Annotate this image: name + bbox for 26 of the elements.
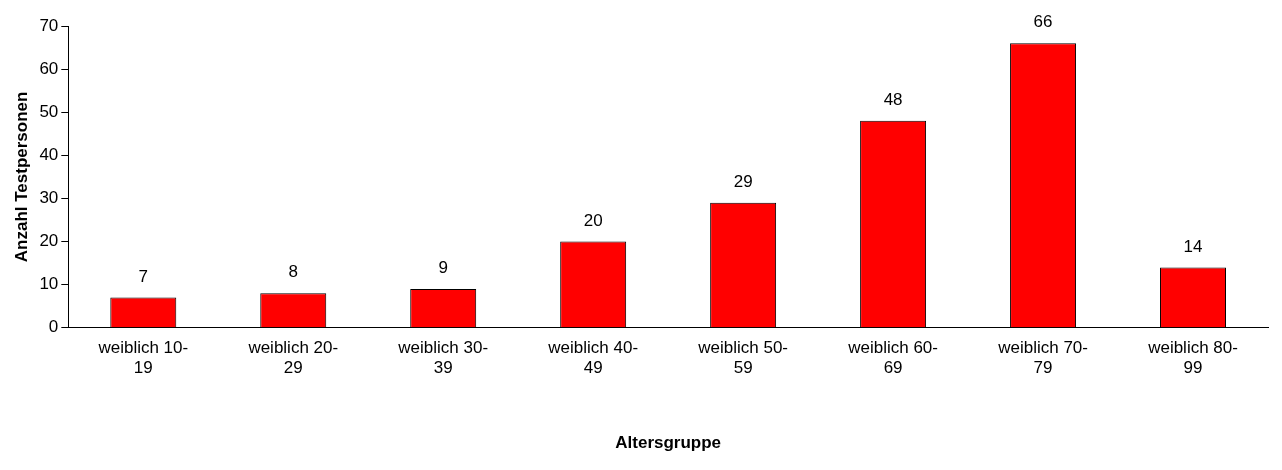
x-tick-label: weiblich 60-69 — [847, 337, 938, 378]
y-tick-label: 70 — [39, 15, 59, 35]
x-tick-label: weiblich 20-29 — [247, 337, 339, 378]
data-label: 66 — [1033, 12, 1053, 32]
data-label: 48 — [883, 90, 903, 110]
data-label: 29 — [733, 171, 753, 191]
data-label: 20 — [583, 210, 603, 230]
x-tick-label: weiblich 10-19 — [97, 337, 189, 378]
x-tick-label: weiblich 70-79 — [997, 337, 1088, 378]
x-tick-label: weiblich 80-99 — [1147, 337, 1238, 378]
y-tick-label: 0 — [48, 317, 59, 337]
y-tick-label: 20 — [39, 231, 59, 251]
y-tick-label: 50 — [39, 101, 59, 121]
x-tick-label: weiblich 40-49 — [547, 337, 639, 378]
data-label: 14 — [1183, 236, 1203, 256]
x-tick-label: weiblich 50-59 — [697, 337, 789, 378]
y-tick-label: 40 — [39, 145, 59, 165]
data-label: 8 — [288, 262, 298, 282]
x-axis-title: Altersgruppe — [615, 433, 722, 453]
y-tick-label: 60 — [39, 58, 59, 78]
y-axis-title: Anzahl Testpersonen — [11, 91, 31, 263]
x-tick-label: weiblich 30-39 — [397, 337, 489, 378]
data-label: 9 — [438, 258, 448, 278]
y-tick-label: 10 — [39, 274, 59, 294]
y-tick-label: 30 — [39, 188, 59, 208]
data-label: 7 — [138, 266, 149, 286]
